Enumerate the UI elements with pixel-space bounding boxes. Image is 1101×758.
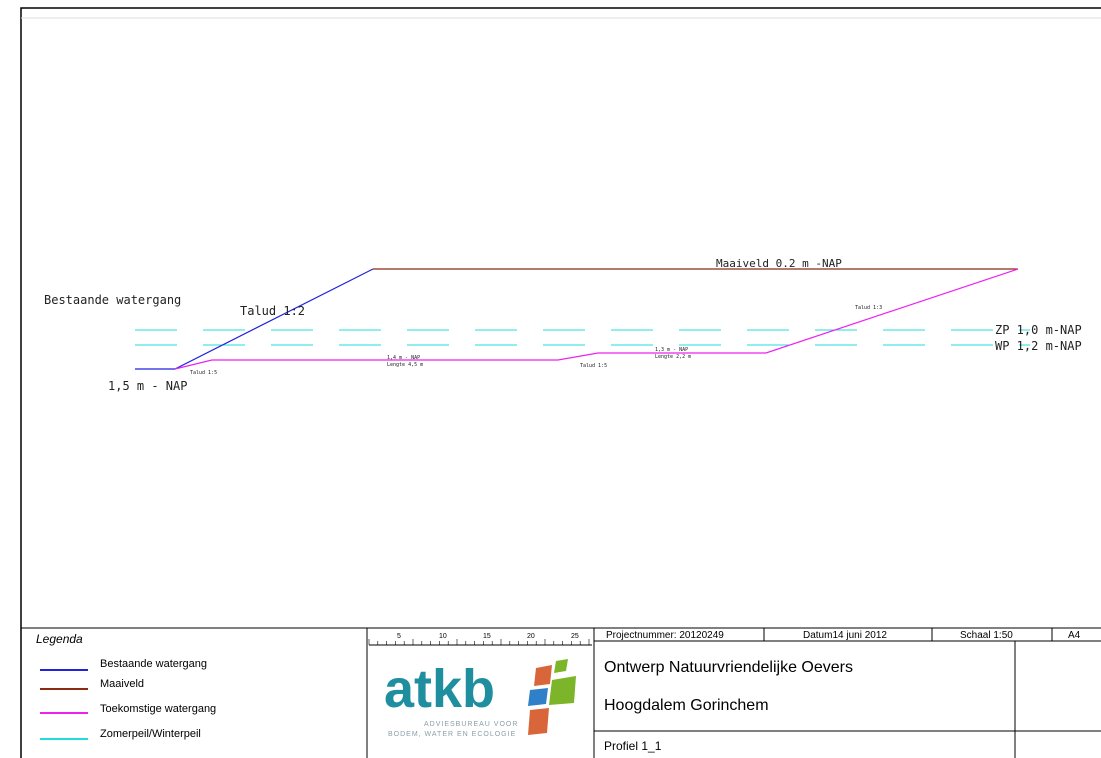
logo-tagline-2: BODEM, WATER EN ECOLOGIE	[388, 731, 516, 738]
legend: Legenda Bestaande watergang Maaiveld Toe…	[36, 632, 216, 740]
label-zp: ZP 1,0 m-NAP	[995, 323, 1082, 337]
sheet-border	[20, 7, 1101, 758]
label-talud-1-5-mid: Talud 1:5	[580, 363, 607, 369]
title-line-1: Ontwerp Natuurvriendelijke Oevers	[604, 659, 853, 676]
scale-tick-15: 15	[483, 633, 491, 640]
legend-title: Legenda	[36, 632, 83, 646]
scale-tick-25: 25	[571, 633, 579, 640]
label-maaiveld: Maaiveld 0.2 m -NAP	[716, 257, 842, 270]
scale-tick-10: 10	[439, 633, 447, 640]
legend-label-toekomstig: Toekomstige watergang	[100, 703, 216, 715]
logo-tagline-1: ADVIESBUREAU VOOR	[424, 721, 518, 728]
project-number: Projectnummer: 20120249	[606, 630, 724, 641]
toekomstige-watergang-line	[174, 268, 1019, 370]
label-depth-1-3: 1,3 m - NAP	[655, 347, 688, 353]
title-line-2: Hoogdalem Gorinchem	[604, 697, 769, 714]
profile-label: Profiel 1_1	[604, 739, 662, 753]
scale-bar: 5 10 15 20 25	[368, 633, 592, 646]
paper-size: A4	[1068, 630, 1081, 641]
label-depth-left: 1,5 m - NAP	[108, 379, 187, 393]
label-wp: WP 1,2 m-NAP	[995, 339, 1082, 353]
atkb-logo: atkb ADVIESBUREAU VOOR BODEM, WATER EN E…	[384, 659, 576, 738]
label-talud-1-3: Talud 1:3	[855, 305, 882, 311]
bestaande-watergang-line	[135, 268, 374, 370]
scale-tick-5: 5	[397, 633, 401, 640]
legend-label-maaiveld: Maaiveld	[100, 678, 144, 690]
title-block	[21, 627, 1101, 758]
legend-label-peil: Zomerpeil/Winterpeil	[100, 728, 201, 740]
logo-mosaic-mark	[528, 659, 576, 735]
label-depth-1-4: 1,4 m - NAP	[387, 355, 420, 361]
logo-wordmark: atkb	[384, 659, 495, 719]
cross-section-profile: Bestaande watergang Talud 1:2 1,5 m - NA…	[44, 257, 1082, 393]
legend-label-bestaande: Bestaande watergang	[100, 658, 207, 670]
label-bestaande-watergang: Bestaande watergang	[44, 293, 181, 307]
label-length-4-5: Lengte 4,5 m	[387, 362, 423, 368]
label-talud-1-5-left: Talud 1:5	[190, 370, 217, 376]
project-scale: Schaal 1:50	[960, 630, 1013, 641]
label-talud-1-2: Talud 1:2	[240, 304, 305, 318]
scale-tick-20: 20	[527, 633, 535, 640]
project-date: Datum14 juni 2012	[803, 630, 887, 641]
label-length-2-2: Lengte 2,2 m	[655, 354, 691, 360]
